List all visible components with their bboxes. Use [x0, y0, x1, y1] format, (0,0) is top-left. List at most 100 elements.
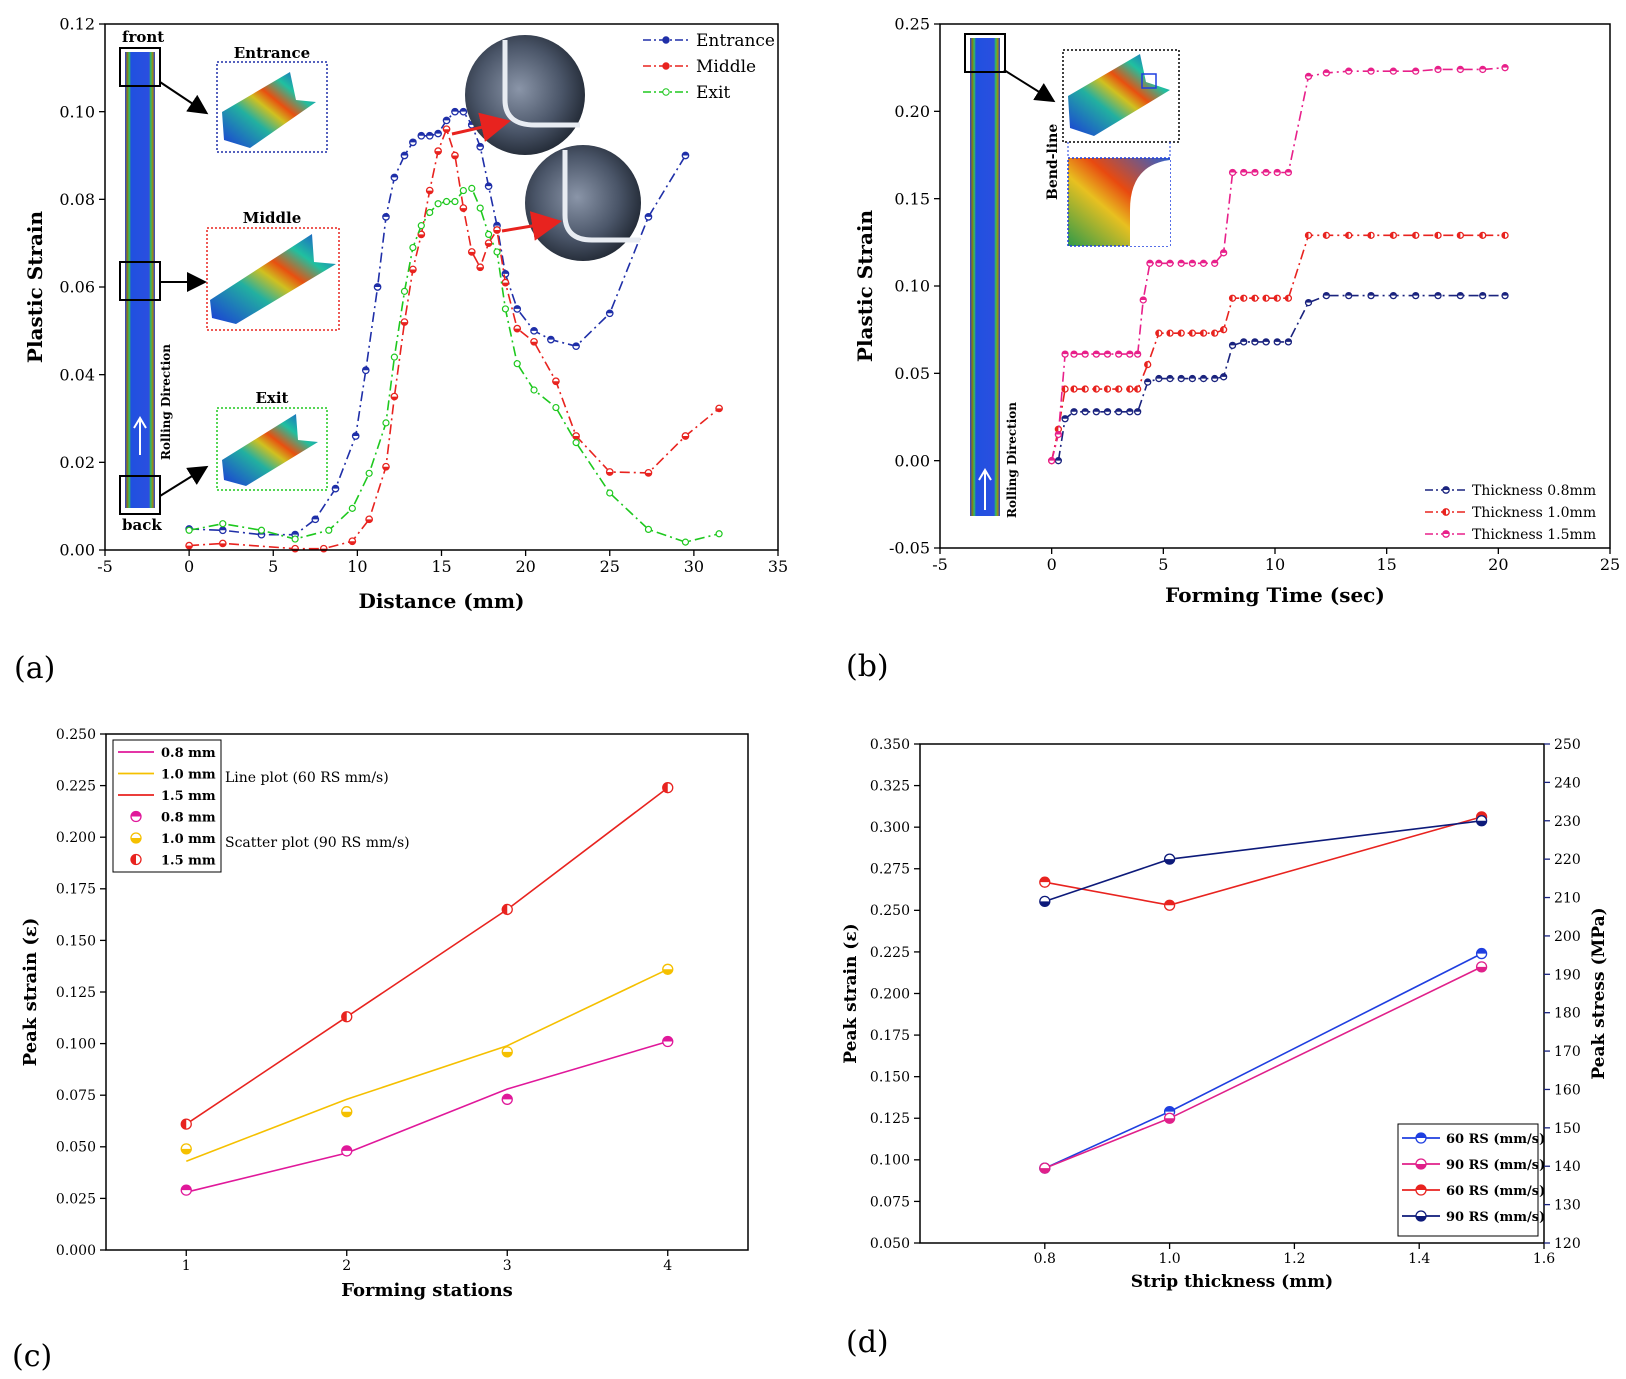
data-point-thickness-1-fill	[1211, 330, 1215, 337]
data-point-thickness-2	[1501, 64, 1509, 72]
data-point-entrance	[459, 107, 468, 116]
data-point-3	[1163, 853, 1176, 865]
legend-label: Thickness 1.5mm	[1472, 527, 1596, 543]
legend-marker	[1415, 1184, 1427, 1196]
data-point-thickness-0	[1322, 291, 1331, 300]
panel-c-x-axis-title: Forming stations	[341, 1280, 513, 1301]
panel-b-x-axis-title: Forming Time (sec)	[1165, 583, 1385, 607]
data-point-thickness-1-fill	[1457, 232, 1461, 239]
data-point-thickness-2-fill	[1082, 351, 1089, 355]
data-point-thickness-1	[1134, 385, 1142, 393]
panel-b-plot-frame	[939, 23, 1611, 549]
panel-a-x-axis-title: Distance (mm)	[358, 589, 524, 613]
panel-a-photo-top	[465, 35, 585, 155]
y-tick-label: 0.175	[56, 882, 96, 898]
scatter-point-3-fill	[502, 1094, 513, 1100]
data-point-thickness-1	[1284, 294, 1293, 302]
scatter-point-5-fill	[662, 782, 668, 793]
panel-b: -5 0 5 10 15 20 25 -0.05 0.00 0.05 0.10 0.15 0.20 0.2…	[846, 15, 1620, 684]
data-point-middle-fill	[401, 322, 408, 326]
data-point-middle-fill	[645, 472, 652, 477]
data-point-thickness-2-fill	[1200, 260, 1207, 264]
data-point-thickness-0	[1054, 457, 1063, 465]
data-point-exit	[493, 248, 501, 256]
data-point-thickness-0	[1240, 338, 1248, 346]
data-point-thickness-0	[1092, 408, 1100, 416]
data-point-exit	[382, 419, 390, 427]
data-point-exit	[501, 305, 510, 313]
y2-tick-label: 190	[1554, 967, 1581, 983]
data-point-2	[1163, 899, 1176, 911]
data-point-3	[1039, 895, 1051, 908]
data-point-middle	[400, 318, 409, 326]
data-point-thickness-2-fill	[1055, 431, 1062, 435]
series-line-middle	[189, 126, 720, 550]
scatter-point-4	[341, 1106, 353, 1118]
data-point-exit	[348, 504, 356, 512]
legend-label: Exit	[696, 83, 730, 103]
data-point-exit	[219, 520, 227, 528]
data-point-thickness-1-fill	[1071, 386, 1074, 393]
data-point-entrance	[218, 526, 227, 535]
data-point-thickness-0	[1081, 408, 1089, 416]
scatter-point-3	[341, 1145, 353, 1157]
series-line-3	[1044, 820, 1482, 903]
data-point-entrance	[361, 366, 370, 375]
legend-label: 1.5 mm	[161, 854, 216, 869]
data-point-2	[1039, 876, 1051, 888]
data-point-entrance-fill	[382, 213, 390, 217]
line-series-1	[186, 968, 669, 1162]
data-point-thickness-2-fill	[1178, 260, 1185, 264]
data-point-exit	[257, 526, 266, 534]
data-point-exit	[468, 184, 476, 192]
legend-label: 90 RS (mm/s)	[1446, 1210, 1545, 1225]
data-point-thickness-0	[1166, 374, 1174, 383]
legend-label: Middle	[696, 57, 756, 77]
data-point-thickness-2	[1228, 168, 1237, 177]
legend-marker-fill	[1416, 1216, 1426, 1221]
y2-tick-label: 220	[1554, 852, 1581, 868]
legend-label: 1.0 mm	[161, 832, 216, 847]
data-point-thickness-0	[1262, 338, 1270, 346]
data-point-exit	[442, 197, 451, 206]
data-point-thickness-1	[1092, 385, 1100, 393]
y-tick-label: 0.350	[870, 737, 910, 753]
data-point-0-fill	[1476, 948, 1487, 954]
data-point-thickness-2	[1070, 350, 1078, 358]
data-point-thickness-2	[1126, 350, 1134, 358]
data-point-entrance	[373, 283, 382, 291]
data-point-thickness-1	[1501, 231, 1509, 239]
data-point-exit	[291, 535, 299, 543]
panel-b-label: (b)	[846, 649, 889, 684]
data-point-middle	[476, 263, 485, 272]
data-point-thickness-2	[1251, 168, 1259, 177]
y-tick-label: 0.00	[894, 451, 930, 470]
series-line-thickness-2	[1050, 66, 1506, 461]
data-point-thickness-1-fill	[1167, 330, 1171, 337]
data-point-middle-fill	[382, 466, 390, 470]
data-point-entrance	[390, 173, 399, 182]
data-point-entrance-fill	[645, 213, 652, 217]
data-point-thickness-0-fill	[1200, 375, 1207, 379]
data-point-middle-fill	[572, 436, 580, 440]
data-point-entrance	[311, 515, 320, 524]
data-point-thickness-1	[1070, 385, 1078, 393]
data-point-exit	[365, 469, 373, 477]
data-point-thickness-1-fill	[1305, 232, 1309, 239]
data-point-thickness-0	[1061, 415, 1069, 423]
y-tick-label: 0.05	[894, 364, 930, 383]
scatter-point-4-fill	[662, 969, 673, 975]
data-point-thickness-2	[1284, 168, 1293, 177]
data-point-thickness-0	[1155, 374, 1163, 383]
data-point-2-fill	[1164, 900, 1175, 906]
data-point-middle	[459, 204, 468, 212]
data-point-thickness-0	[1345, 291, 1353, 300]
data-point-thickness-2-fill	[1305, 73, 1312, 77]
panel-d-series	[1039, 811, 1488, 1174]
y-tick-label: 0.225	[56, 779, 96, 795]
data-point-thickness-2-fill	[1220, 249, 1227, 253]
x-tick-label: 25	[1600, 555, 1620, 574]
data-point-entrance-fill	[219, 527, 226, 531]
data-point-entrance-fill	[374, 283, 381, 287]
scatter-point-4	[501, 1046, 513, 1058]
